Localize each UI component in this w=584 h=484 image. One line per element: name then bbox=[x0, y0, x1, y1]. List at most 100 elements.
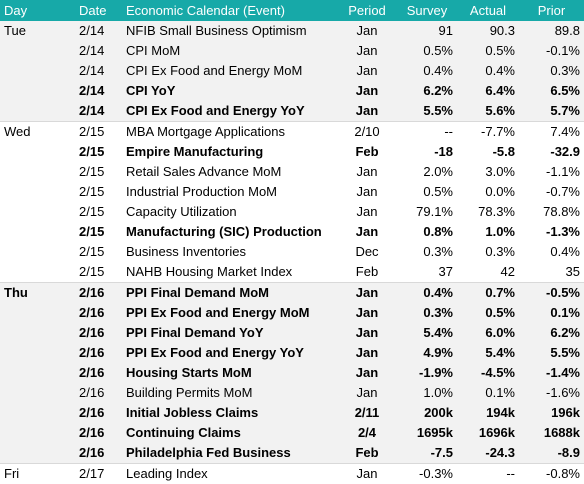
period-cell: Jan bbox=[337, 162, 397, 182]
survey-cell: -1.9% bbox=[397, 363, 457, 383]
actual-cell: 0.1% bbox=[457, 383, 519, 403]
prior-cell: 0.4% bbox=[519, 242, 584, 262]
date-cell: 2/14 bbox=[75, 41, 122, 61]
event-cell: PPI Ex Food and Energy YoY bbox=[122, 343, 337, 363]
day-cell: Thu bbox=[0, 283, 75, 304]
day-cell bbox=[0, 383, 75, 403]
prior-cell: -1.4% bbox=[519, 363, 584, 383]
prior-cell: -8.9 bbox=[519, 443, 584, 464]
event-cell: CPI MoM bbox=[122, 41, 337, 61]
date-cell: 2/14 bbox=[75, 81, 122, 101]
survey-cell: 1695k bbox=[397, 423, 457, 443]
date-cell: 2/16 bbox=[75, 403, 122, 423]
period-cell: 2/11 bbox=[337, 403, 397, 423]
actual-cell: -5.8 bbox=[457, 142, 519, 162]
event-cell: CPI YoY bbox=[122, 81, 337, 101]
survey-cell: 5.4% bbox=[397, 323, 457, 343]
prior-cell: -32.9 bbox=[519, 142, 584, 162]
survey-cell: 5.5% bbox=[397, 101, 457, 122]
actual-cell: 78.3% bbox=[457, 202, 519, 222]
date-cell: 2/14 bbox=[75, 21, 122, 41]
day-cell bbox=[0, 242, 75, 262]
event-cell: CPI Ex Food and Energy YoY bbox=[122, 101, 337, 122]
day-cell bbox=[0, 202, 75, 222]
prior-cell: 35 bbox=[519, 262, 584, 283]
actual-cell: 1696k bbox=[457, 423, 519, 443]
period-cell: 2/10 bbox=[337, 122, 397, 143]
actual-cell: 1.0% bbox=[457, 222, 519, 242]
period-cell: Jan bbox=[337, 81, 397, 101]
event-cell: Building Permits MoM bbox=[122, 383, 337, 403]
actual-cell: 0.3% bbox=[457, 242, 519, 262]
actual-cell: -4.5% bbox=[457, 363, 519, 383]
prior-cell: 5.7% bbox=[519, 101, 584, 122]
day-cell bbox=[0, 41, 75, 61]
period-cell: Jan bbox=[337, 303, 397, 323]
survey-cell: 1.0% bbox=[397, 383, 457, 403]
date-cell: 2/15 bbox=[75, 182, 122, 202]
survey-cell: 91 bbox=[397, 21, 457, 41]
actual-cell: 0.4% bbox=[457, 61, 519, 81]
prior-cell: 6.5% bbox=[519, 81, 584, 101]
actual-cell: 42 bbox=[457, 262, 519, 283]
event-cell: Continuing Claims bbox=[122, 423, 337, 443]
prior-cell: 196k bbox=[519, 403, 584, 423]
prior-cell: 7.4% bbox=[519, 122, 584, 143]
date-cell: 2/16 bbox=[75, 343, 122, 363]
survey-cell: 0.3% bbox=[397, 242, 457, 262]
event-cell: Initial Jobless Claims bbox=[122, 403, 337, 423]
date-cell: 2/15 bbox=[75, 262, 122, 283]
day-cell bbox=[0, 101, 75, 122]
date-cell: 2/15 bbox=[75, 202, 122, 222]
date-cell: 2/15 bbox=[75, 162, 122, 182]
period-cell: Feb bbox=[337, 262, 397, 283]
prior-cell: 1688k bbox=[519, 423, 584, 443]
period-cell: 2/4 bbox=[337, 423, 397, 443]
survey-cell: -7.5 bbox=[397, 443, 457, 464]
event-cell: NAHB Housing Market Index bbox=[122, 262, 337, 283]
event-cell: PPI Final Demand MoM bbox=[122, 283, 337, 304]
prior-cell: 6.2% bbox=[519, 323, 584, 343]
event-cell: Philadelphia Fed Business bbox=[122, 443, 337, 464]
actual-cell: -7.7% bbox=[457, 122, 519, 143]
date-cell: 2/16 bbox=[75, 283, 122, 304]
period-cell: Jan bbox=[337, 61, 397, 81]
prior-cell: -1.6% bbox=[519, 383, 584, 403]
survey-cell: 0.4% bbox=[397, 283, 457, 304]
period-cell: Jan bbox=[337, 383, 397, 403]
period-cell: Jan bbox=[337, 41, 397, 61]
actual-cell: 0.5% bbox=[457, 303, 519, 323]
day-cell bbox=[0, 262, 75, 283]
prior-cell: -0.5% bbox=[519, 283, 584, 304]
survey-cell: 0.5% bbox=[397, 182, 457, 202]
survey-cell: 0.4% bbox=[397, 61, 457, 81]
period-cell: Jan bbox=[337, 202, 397, 222]
day-cell: Wed bbox=[0, 122, 75, 143]
day-cell bbox=[0, 363, 75, 383]
survey-cell: 79.1% bbox=[397, 202, 457, 222]
day-cell bbox=[0, 162, 75, 182]
actual-cell: 0.7% bbox=[457, 283, 519, 304]
event-cell: Business Inventories bbox=[122, 242, 337, 262]
date-cell: 2/15 bbox=[75, 242, 122, 262]
date-cell: 2/16 bbox=[75, 383, 122, 403]
survey-cell: 0.8% bbox=[397, 222, 457, 242]
